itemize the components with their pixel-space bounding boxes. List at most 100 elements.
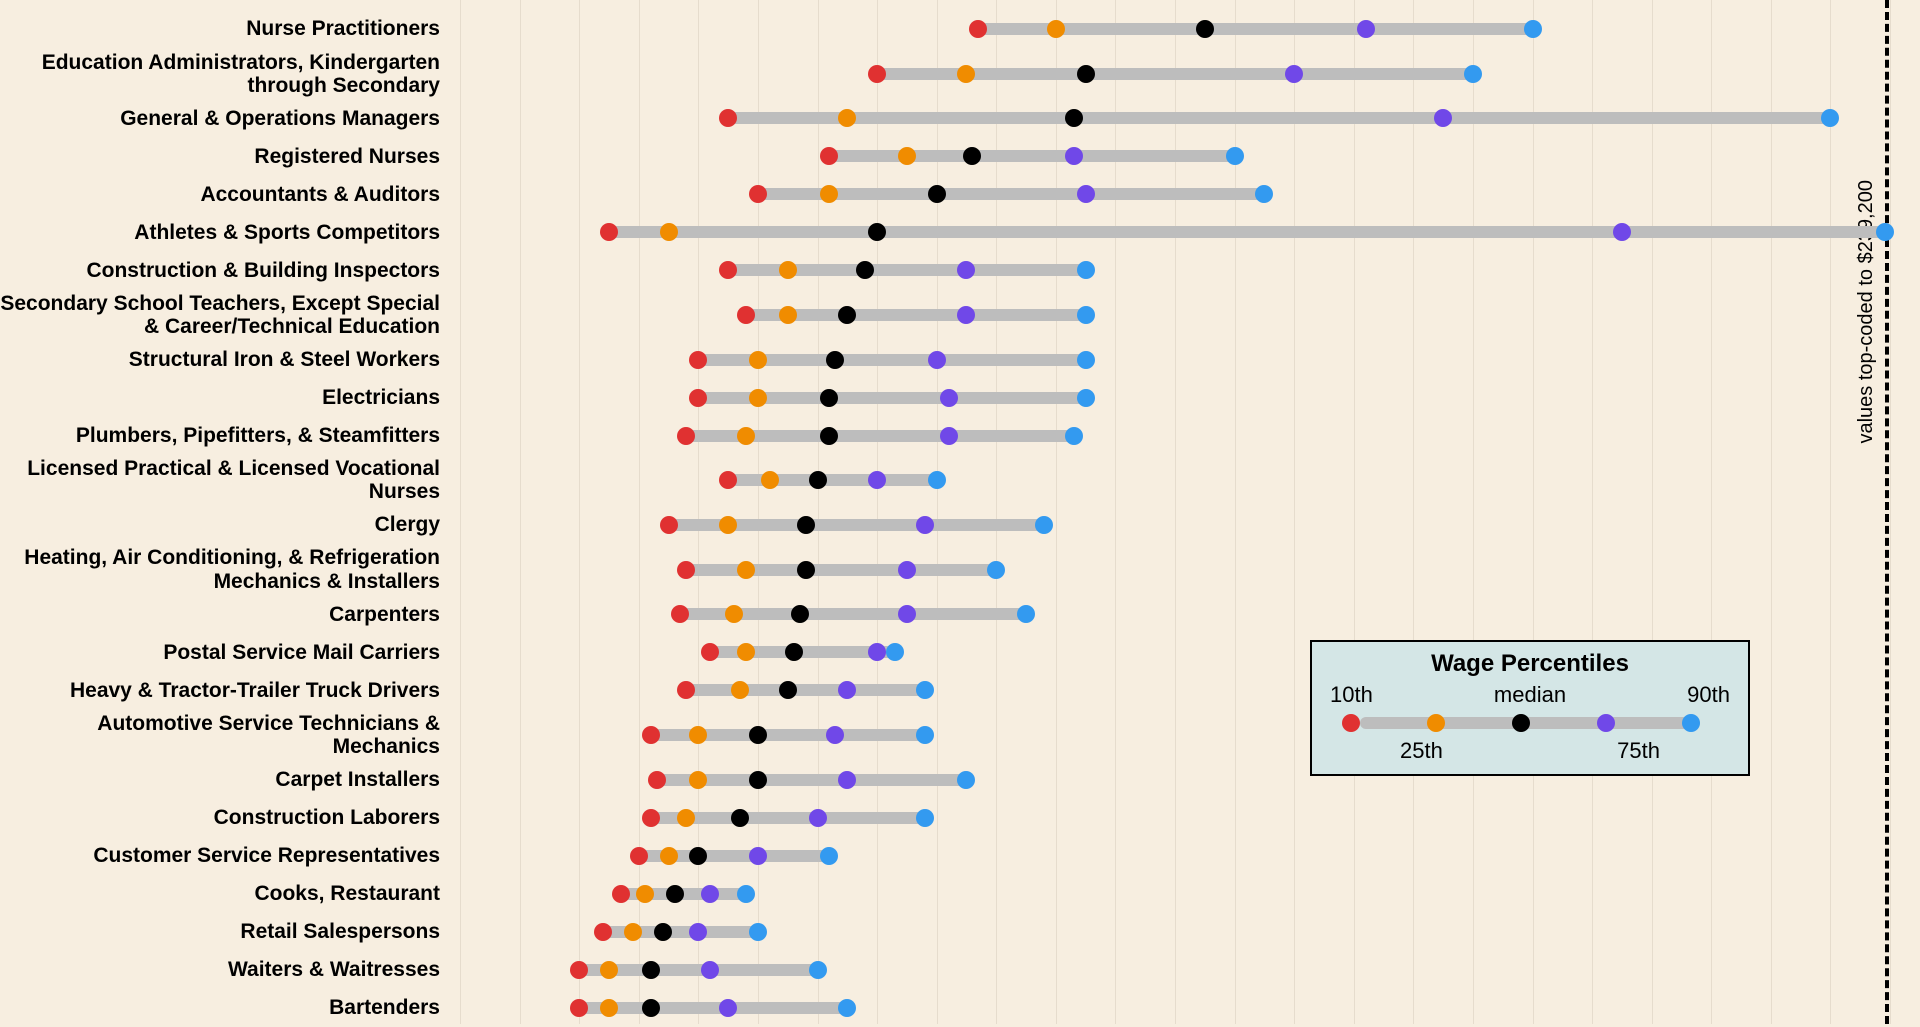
dot-p10 bbox=[630, 847, 648, 865]
dot-p25 bbox=[660, 847, 678, 865]
dot-p90 bbox=[1464, 65, 1482, 83]
dot-median bbox=[826, 351, 844, 369]
dot-p10 bbox=[719, 109, 737, 127]
dot-p25 bbox=[677, 809, 695, 827]
dot-p25 bbox=[957, 65, 975, 83]
dot-p75 bbox=[928, 351, 946, 369]
dot-p75 bbox=[809, 809, 827, 827]
dot-p75 bbox=[701, 961, 719, 979]
dot-median bbox=[731, 809, 749, 827]
dot-median bbox=[666, 885, 684, 903]
dot-median bbox=[791, 605, 809, 623]
dot-p90 bbox=[749, 923, 767, 941]
dot-p75 bbox=[1357, 20, 1375, 38]
dot-p75 bbox=[838, 681, 856, 699]
percentile-bar bbox=[609, 226, 1885, 238]
dot-median bbox=[689, 847, 707, 865]
dot-p10 bbox=[969, 20, 987, 38]
dot-p10 bbox=[701, 643, 719, 661]
occupation-row: Secondary School Teachers, Except Specia… bbox=[0, 289, 1920, 340]
dot-p25 bbox=[761, 471, 779, 489]
dot-p90 bbox=[1077, 351, 1095, 369]
dot-median bbox=[868, 223, 886, 241]
occupation-row: Education Administrators, Kindergarten t… bbox=[0, 48, 1920, 99]
dot-p10 bbox=[677, 561, 695, 579]
dot-p75 bbox=[916, 516, 934, 534]
dot-p90 bbox=[1821, 109, 1839, 127]
dot-median bbox=[820, 389, 838, 407]
dot-p25 bbox=[737, 561, 755, 579]
dot-p90 bbox=[1255, 185, 1273, 203]
occupation-row: Cooks, Restaurant bbox=[0, 875, 1920, 913]
occupation-row: Carpenters bbox=[0, 595, 1920, 633]
dot-p90 bbox=[957, 771, 975, 789]
dot-p90 bbox=[1524, 20, 1542, 38]
occupation-row: Customer Service Representatives bbox=[0, 837, 1920, 875]
occupation-label: Accountants & Auditors bbox=[0, 183, 450, 206]
legend-label: 10th bbox=[1330, 682, 1373, 708]
dot-p75 bbox=[719, 999, 737, 1017]
percentile-bar bbox=[579, 1002, 847, 1014]
dot-median bbox=[838, 306, 856, 324]
dot-p90 bbox=[987, 561, 1005, 579]
occupation-label: Cooks, Restaurant bbox=[0, 882, 450, 905]
legend-dot-p75 bbox=[1597, 714, 1615, 732]
dot-p10 bbox=[719, 261, 737, 279]
legend-top-labels: 10thmedian90th bbox=[1330, 682, 1730, 708]
dot-median bbox=[856, 261, 874, 279]
dot-median bbox=[963, 147, 981, 165]
legend-title: Wage Percentiles bbox=[1330, 650, 1730, 678]
legend-dot-p25 bbox=[1427, 714, 1445, 732]
legend-track bbox=[1360, 717, 1700, 729]
dot-p10 bbox=[868, 65, 886, 83]
dot-p90 bbox=[916, 681, 934, 699]
occupation-label: Retail Salespersons bbox=[0, 920, 450, 943]
dot-p10 bbox=[600, 223, 618, 241]
legend: Wage Percentiles10thmedian90th25th75th bbox=[1310, 640, 1750, 776]
occupation-label: General & Operations Managers bbox=[0, 107, 450, 130]
dot-p90 bbox=[886, 643, 904, 661]
occupation-label: Automotive Service Technicians & Mechani… bbox=[0, 712, 450, 758]
occupation-row: Construction Laborers bbox=[0, 799, 1920, 837]
occupation-label: Heating, Air Conditioning, & Refrigerati… bbox=[0, 546, 450, 592]
dot-median bbox=[820, 427, 838, 445]
occupation-label: Secondary School Teachers, Except Specia… bbox=[0, 292, 450, 338]
dot-p75 bbox=[940, 389, 958, 407]
occupation-label: Athletes & Sports Competitors bbox=[0, 221, 450, 244]
dot-p25 bbox=[689, 726, 707, 744]
occupation-row: Nurse Practitioners bbox=[0, 10, 1920, 48]
occupation-label: Structural Iron & Steel Workers bbox=[0, 348, 450, 371]
dot-p10 bbox=[612, 885, 630, 903]
dot-median bbox=[1196, 20, 1214, 38]
dot-p75 bbox=[957, 261, 975, 279]
occupation-label: Education Administrators, Kindergarten t… bbox=[0, 51, 450, 97]
occupation-label: Bartenders bbox=[0, 996, 450, 1019]
occupation-label: Registered Nurses bbox=[0, 145, 450, 168]
dot-p75 bbox=[868, 643, 886, 661]
dot-p90 bbox=[1017, 605, 1035, 623]
occupation-row: Retail Salespersons bbox=[0, 913, 1920, 951]
dot-p25 bbox=[719, 516, 737, 534]
dot-median bbox=[1065, 109, 1083, 127]
percentile-bar bbox=[728, 112, 1830, 124]
dot-p75 bbox=[1434, 109, 1452, 127]
dot-p25 bbox=[725, 605, 743, 623]
dot-p10 bbox=[570, 999, 588, 1017]
occupation-row: Construction & Building Inspectors bbox=[0, 251, 1920, 289]
occupation-row: Electricians bbox=[0, 379, 1920, 417]
dot-p25 bbox=[1047, 20, 1065, 38]
dot-p90 bbox=[1226, 147, 1244, 165]
dot-p10 bbox=[689, 351, 707, 369]
dot-p25 bbox=[624, 923, 642, 941]
dot-p75 bbox=[1285, 65, 1303, 83]
dot-median bbox=[797, 561, 815, 579]
occupation-row: Athletes & Sports Competitors bbox=[0, 213, 1920, 251]
dot-median bbox=[809, 471, 827, 489]
dot-p25 bbox=[779, 261, 797, 279]
dot-p25 bbox=[898, 147, 916, 165]
dot-p25 bbox=[636, 885, 654, 903]
occupation-label: Carpet Installers bbox=[0, 768, 450, 791]
dot-median bbox=[785, 643, 803, 661]
dot-p75 bbox=[838, 771, 856, 789]
dot-p90 bbox=[1077, 261, 1095, 279]
